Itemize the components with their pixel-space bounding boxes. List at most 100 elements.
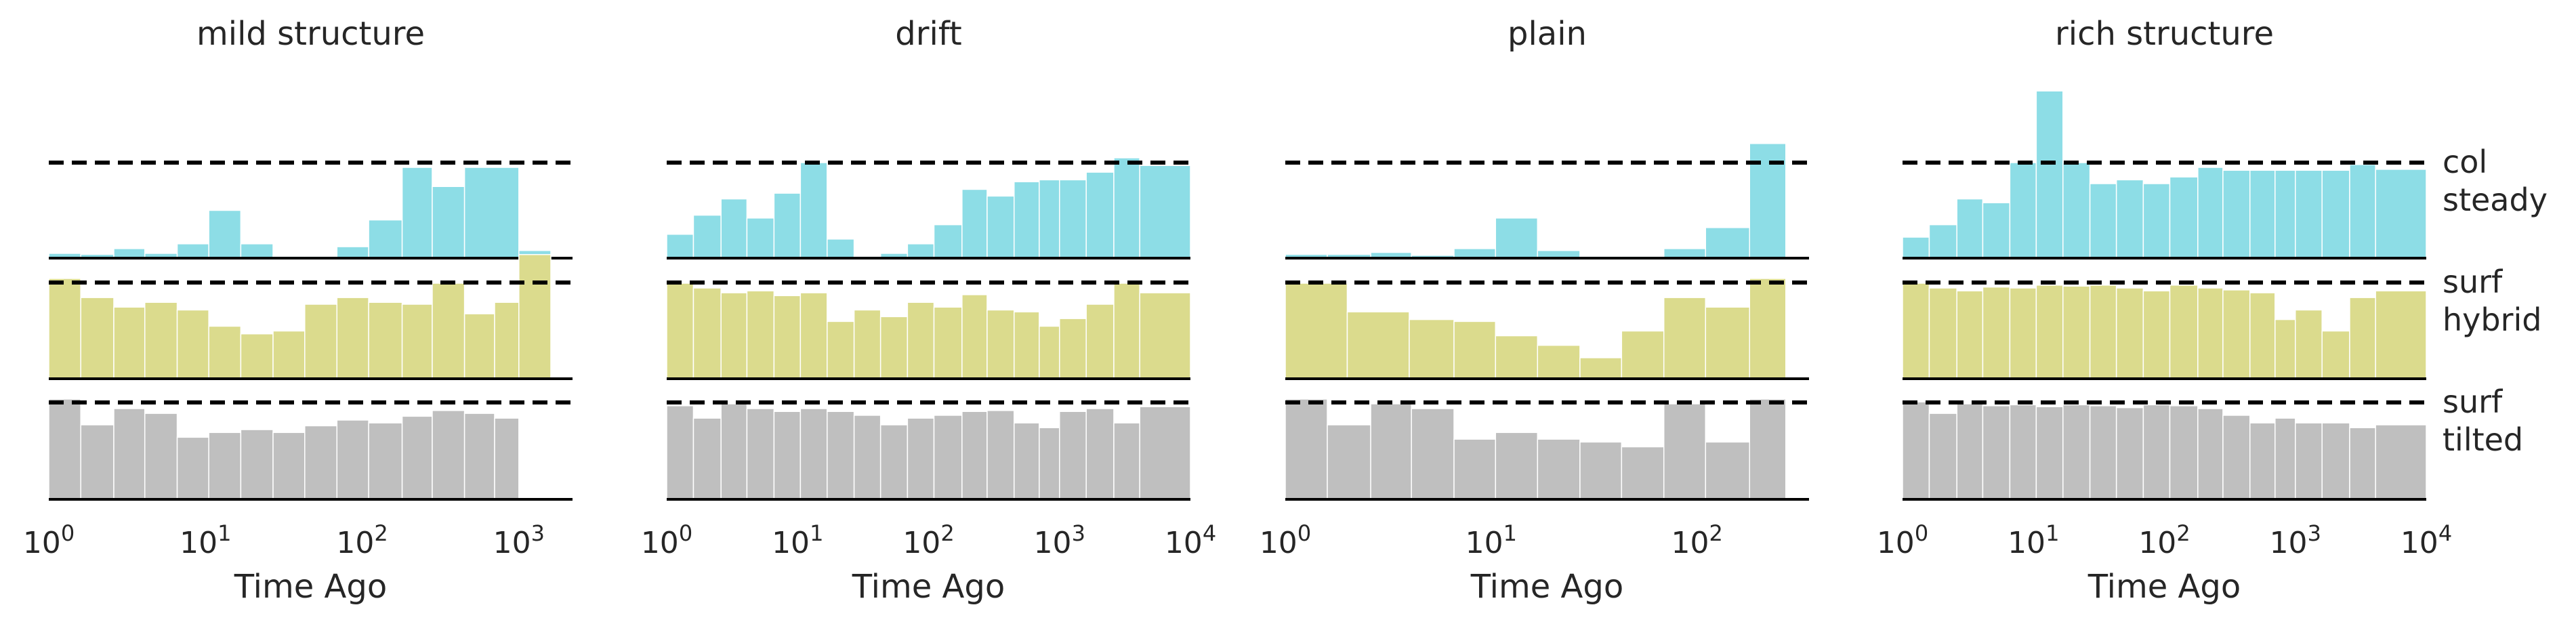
x-tick-label: 101	[1466, 520, 1517, 560]
histogram-bar	[144, 413, 178, 500]
histogram-bar	[853, 415, 881, 500]
histogram-bar	[907, 243, 935, 259]
x-tick-label: 102	[1671, 520, 1723, 560]
histogram-bar	[2115, 407, 2144, 500]
x-tick-label: 102	[2138, 520, 2190, 560]
histogram-bar	[879, 424, 909, 500]
histogram-bar	[1139, 292, 1191, 379]
histogram-bar	[336, 297, 369, 379]
histogram-bar	[1013, 422, 1040, 500]
histogram-bar	[799, 162, 828, 259]
histogram-bar	[1663, 403, 1707, 500]
histogram-bar	[2169, 176, 2199, 259]
histogram-bar	[176, 243, 209, 259]
row-label-bottom: hybrid	[2443, 301, 2541, 338]
histogram-bar	[1621, 330, 1665, 379]
histogram-bar	[827, 411, 855, 500]
panel-title: plain	[1508, 15, 1587, 53]
x-axis-label: Time Ago	[234, 568, 387, 606]
histogram-bar	[1370, 403, 1412, 500]
histogram-bar	[2035, 406, 2064, 500]
histogram-bar	[1285, 283, 1348, 379]
histogram-bar	[1059, 179, 1087, 259]
histogram-bar	[666, 283, 694, 379]
histogram-bar	[1663, 297, 1707, 379]
histogram-bar	[1453, 320, 1497, 379]
series-1	[666, 157, 1191, 259]
histogram-bar	[879, 316, 909, 379]
histogram-bar	[2035, 90, 2064, 259]
series-2	[1902, 283, 2427, 379]
histogram-bar	[1346, 311, 1410, 379]
panel-1: mild structure 100 101 102 103 Time Ago	[23, 15, 573, 606]
histogram-bar	[720, 403, 748, 500]
histogram-bar	[208, 209, 242, 259]
histogram-bar	[1902, 236, 1930, 259]
histogram-bar	[2249, 292, 2276, 379]
panel-title: mild structure	[196, 15, 425, 53]
series-1	[48, 167, 552, 259]
histogram-bar	[1956, 403, 1984, 500]
histogram-bar	[2274, 318, 2296, 379]
histogram-bar	[2321, 422, 2350, 500]
histogram-bar	[2295, 422, 2323, 500]
histogram-bar	[907, 417, 935, 500]
series-3	[48, 398, 520, 500]
histogram-bar	[2142, 183, 2171, 259]
histogram-bar	[2009, 162, 2037, 259]
histogram-bar	[240, 333, 274, 379]
histogram-bar	[80, 424, 115, 500]
x-tick-label: 104	[2401, 520, 2452, 560]
histogram-bar	[2349, 297, 2376, 379]
histogram-bar	[113, 306, 146, 379]
histogram-bar	[113, 408, 146, 500]
histogram-bar	[1749, 278, 1787, 379]
histogram-bar	[2197, 167, 2224, 259]
histogram-bar	[2169, 285, 2199, 379]
histogram-bar	[272, 432, 306, 500]
histogram-bar	[799, 292, 828, 379]
histogram-bar	[1982, 286, 2011, 379]
histogram-bar	[746, 217, 775, 259]
histogram-bar	[336, 246, 369, 259]
histogram-bar	[692, 417, 722, 500]
histogram-bar	[720, 292, 748, 379]
histogram-bar	[1495, 432, 1539, 500]
x-tick-label: 100	[641, 520, 692, 560]
histogram-bar	[666, 405, 694, 500]
histogram-bar	[1928, 224, 1957, 259]
x-tick-label: 103	[493, 520, 545, 560]
histogram-bar	[432, 283, 465, 379]
histogram-bar	[827, 320, 855, 379]
histogram-bar	[1411, 408, 1455, 500]
histogram-bar	[240, 243, 274, 259]
histogram-bar	[1139, 406, 1191, 500]
histogram-bar	[1085, 171, 1115, 259]
x-tick-label: 104	[1165, 520, 1216, 560]
histogram-bar	[986, 410, 1015, 500]
histogram-bar	[1113, 157, 1140, 259]
histogram-bar	[2142, 290, 2171, 379]
histogram-bar	[336, 419, 369, 500]
x-tick-label: 101	[2008, 520, 2059, 560]
histogram-bar	[2249, 169, 2276, 259]
histogram-bar	[401, 415, 433, 500]
panel-title: rich structure	[2055, 15, 2274, 53]
histogram-bar	[2375, 290, 2427, 379]
histogram-bar	[1749, 398, 1787, 500]
histogram-bar	[368, 422, 403, 500]
histogram-bar	[720, 198, 748, 259]
histogram-bar	[208, 432, 242, 500]
histogram-bar	[1928, 413, 1957, 500]
histogram-bar	[2062, 162, 2091, 259]
histogram-bar	[1039, 179, 1060, 259]
panel-2: drift 100 101 102 103 104 Time Ago	[641, 15, 1216, 606]
x-tick-label: 100	[1877, 520, 1928, 560]
histogram-bar	[1621, 446, 1665, 500]
histogram-bar	[432, 410, 465, 500]
histogram-bar	[773, 192, 802, 259]
histogram-bar	[799, 408, 828, 500]
histogram-bar	[933, 224, 963, 259]
histogram-bar	[80, 297, 115, 379]
